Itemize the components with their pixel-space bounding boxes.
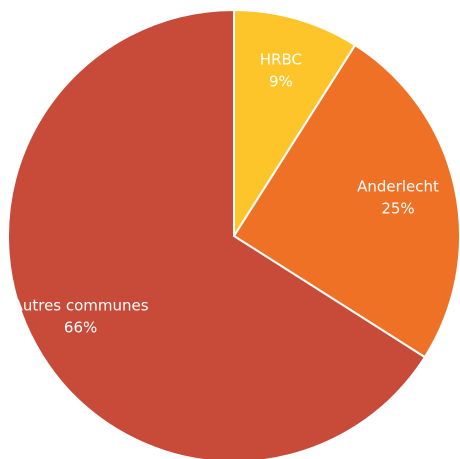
slice-percent-label: 25% — [381, 199, 414, 217]
pie-labels: HRBC 9% Anderlecht 25% Autres communes 66% — [13, 51, 439, 337]
slice-percent-label: 9% — [269, 73, 293, 91]
pie-slice-autres-communes — [7, 9, 426, 459]
slice-percent-label: 66% — [64, 318, 97, 336]
pie-slice-hrbc — [233, 9, 357, 237]
slice-label: HRBC — [260, 51, 302, 69]
pie-slices — [7, 9, 460, 459]
pie-slice-anderlecht — [233, 44, 460, 359]
slice-label: Anderlecht — [357, 177, 439, 195]
slice-label: Autres communes — [13, 296, 149, 314]
